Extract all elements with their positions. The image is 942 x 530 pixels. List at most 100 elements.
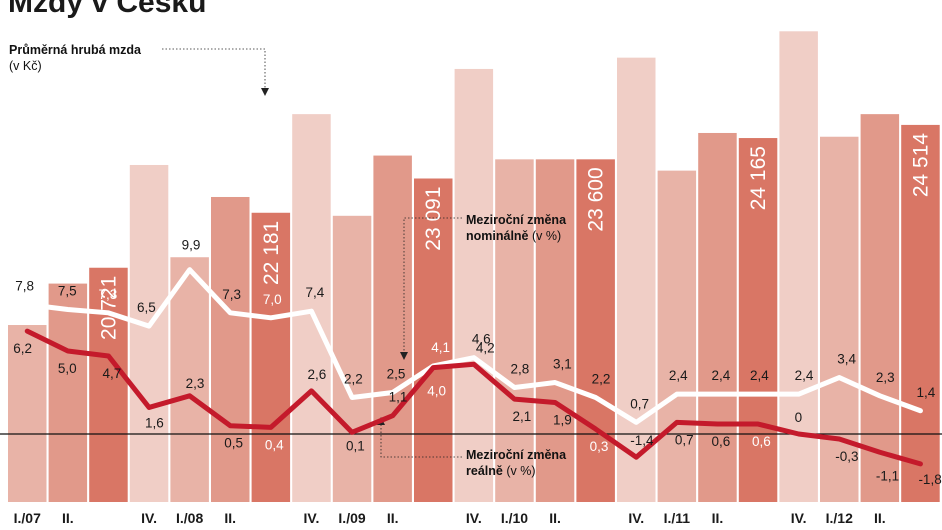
real-label-22: -1,8 [918,472,941,487]
wage-label-6: 22 181 [260,221,283,285]
x-tick-11: IV. [466,510,482,526]
nominal-label-2: 7,3 [98,287,117,302]
real-label-5: 0,5 [224,436,243,451]
x-tick-3: IV. [141,510,157,526]
x-tick-2: III. [101,510,117,526]
wage-leader [162,48,266,90]
x-tick-0: I./07 [14,510,41,526]
nominal-label-4: 9,9 [182,238,201,253]
nominal-label-6: 7,0 [263,292,282,307]
real-label-1: 5,0 [58,361,77,376]
bar-7 [292,114,331,502]
nominal-label-12: 2,8 [510,362,529,377]
x-tick-14: III. [588,510,604,526]
bar-21 [860,114,900,502]
wage-label-2: 20 721 [97,276,120,340]
bar-10 [414,178,453,502]
nominal-label-13: 3,1 [553,357,572,372]
x-tick-6: III. [263,510,279,526]
nominal-label-19: 2,4 [795,368,814,383]
x-tick-16: I./11 [664,510,691,526]
nominal-label-10: 4,1 [431,340,450,355]
bar-18 [738,138,778,502]
bar-4 [170,257,209,502]
bar-6 [251,212,291,503]
wage-annotation-label: Průměrná hrubá mzda [9,43,141,57]
real-label-3: 1,6 [145,415,164,430]
nominal-label-9: 2,5 [387,367,406,382]
x-tick-5: II. [224,510,236,526]
bar-11 [454,68,494,502]
annotation-leaders [162,48,462,458]
bar-2 [89,267,128,502]
x-tick-15: IV. [628,510,644,526]
real-leader [380,424,462,458]
nominal-label-15: 0,7 [630,396,649,411]
wage-label-18: 24 165 [747,146,770,210]
x-tick-22: III. [913,510,929,526]
real-label-17: 0,6 [711,434,730,449]
real-label-15: -1,4 [630,433,654,448]
bar-17 [698,132,737,502]
nominal-label-18: 2,4 [750,368,769,383]
real-label-2: 4,7 [102,366,121,381]
bar-14 [576,159,615,502]
nominal-annotation-unit: (v %) [532,229,562,243]
bar-13 [535,159,575,502]
nominal-leader-arrow [400,352,408,360]
real-line [24,328,923,467]
bar-1 [48,283,88,502]
nominal-label-17: 2,4 [711,368,730,383]
wage-bars [8,31,940,503]
bar-19 [779,31,818,502]
wage-annotation-unit: (v Kč) [9,59,42,73]
x-tick-17: II. [712,510,724,526]
nominal-annotation: Meziroční změna nominálně (v %) [466,212,566,244]
real-label-18: 0,6 [752,434,771,449]
nominal-label-5: 7,3 [222,287,241,302]
nominal-label-14: 2,2 [592,371,611,386]
x-tick-12: I./10 [501,510,528,526]
bar-3 [129,164,169,502]
bar-5 [211,196,250,502]
percent-labels: 7,8 7,5 7,3 6,5 9,9 7,3 7,0 7,4 2,2 2,5 4,1 4,6 2,8 3… [13,238,941,487]
x-axis-ticks: I./07 II. III. IV. I./08 II. III. IV. I./09 II. II… [14,510,929,526]
bar-22 [901,124,940,502]
real-annotation-unit: (v %) [506,464,536,478]
nominal-label-0: 7,8 [15,279,34,294]
real-label-10: 4,0 [427,384,446,399]
nominal-label-1: 7,5 [58,284,77,299]
bar-15 [617,57,656,502]
page-title: Mzdy v Česku [8,0,207,19]
real-label-20: -0,3 [835,449,858,464]
nominal-annotation-label: Meziroční změna [466,213,567,227]
nominal-label-16: 2,4 [669,368,688,383]
real-label-21: -1,1 [876,468,899,483]
nominal-label-20: 3,4 [837,352,856,367]
real-label-14: 0,3 [590,439,609,454]
real-label-4: 2,3 [186,376,205,391]
x-tick-18: III. [750,510,766,526]
nominal-line [24,267,923,425]
bar-0 [8,325,47,502]
x-tick-21: II. [874,510,886,526]
nominal-label-7: 7,4 [305,285,324,300]
real-label-0: 6,2 [13,341,32,356]
real-label-12: 2,1 [512,409,531,424]
real-label-13: 1,9 [553,412,572,427]
nominal-label-22: 1,4 [916,385,935,400]
real-label-6: 0,4 [265,437,284,452]
wage-label-14: 23 600 [585,167,608,231]
real-annotation-label: Meziroční změna [466,448,567,462]
x-tick-9: II. [387,510,399,526]
x-tick-4: I./08 [176,510,203,526]
real-annotation-label2: reálně [466,464,503,478]
percent-lines [24,267,923,467]
real-label-11: 4,2 [476,340,495,355]
x-tick-10: III. [425,510,441,526]
nominal-label-3: 6,5 [137,300,156,315]
x-tick-8: I./09 [338,510,365,526]
bar-12 [495,159,534,502]
bar-20 [820,136,859,502]
real-label-19: 0 [795,410,803,425]
